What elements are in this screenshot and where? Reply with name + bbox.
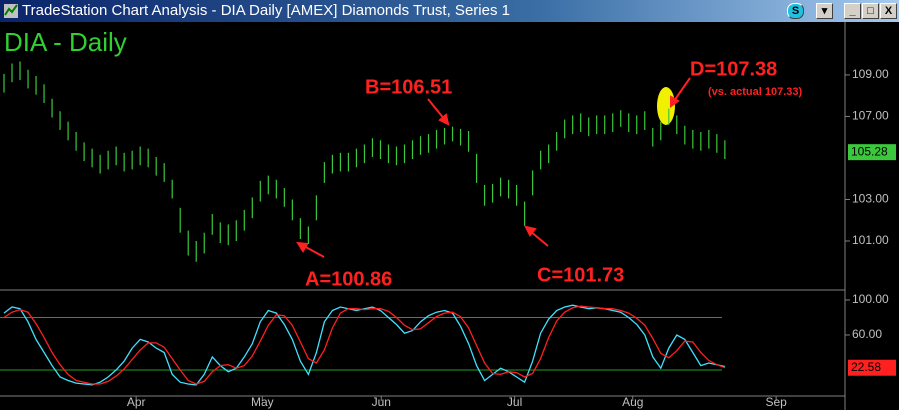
- annotation: D=107.38: [690, 58, 777, 80]
- arrows: [296, 77, 691, 258]
- x-tick-label: May: [251, 395, 274, 409]
- window-title: TradeStation Chart Analysis - DIA Daily …: [22, 2, 510, 19]
- annotation: (vs. actual 107.33): [708, 86, 803, 98]
- x-tick-label: Jun: [372, 395, 391, 409]
- last-value-label: 105.28: [851, 144, 888, 158]
- close-button[interactable]: X: [880, 3, 897, 19]
- annotation: B=106.51: [365, 76, 452, 98]
- chart-title: DIA - Daily: [4, 27, 127, 57]
- x-tick-label: Aug: [622, 395, 643, 409]
- maximize-button[interactable]: □: [862, 3, 879, 19]
- x-tick-label: Sep: [765, 395, 787, 409]
- menu-button[interactable]: ▾: [816, 3, 833, 19]
- last-value-label: 22.58: [851, 360, 881, 374]
- s-button[interactable]: S: [787, 3, 804, 19]
- app-icon: [4, 4, 18, 18]
- last-value-box: [848, 144, 896, 161]
- x-tick-label: Apr: [127, 395, 146, 409]
- minimize-button[interactable]: _: [844, 3, 861, 19]
- oscillator-line: [3, 305, 726, 385]
- y-tick-label: 109.00: [852, 67, 889, 81]
- chart: 101.00 103.00 107.00 109.00 105.28 DIA - Dail…: [0, 22, 896, 410]
- y-tick-label: 103.00: [852, 192, 889, 206]
- last-value-box: [848, 359, 896, 376]
- x-tick-label: Jul: [507, 395, 522, 409]
- y-tick-label: 101.00: [852, 233, 889, 247]
- annotation: C=101.73: [537, 264, 624, 286]
- y-tick-label: 100.00: [852, 292, 889, 306]
- title-bar: TradeStation Chart Analysis - DIA Daily …: [0, 0, 899, 22]
- annotation: A=100.86: [305, 268, 392, 290]
- y-tick-label: 60.00: [852, 327, 882, 341]
- y-tick-label: 107.00: [852, 109, 889, 123]
